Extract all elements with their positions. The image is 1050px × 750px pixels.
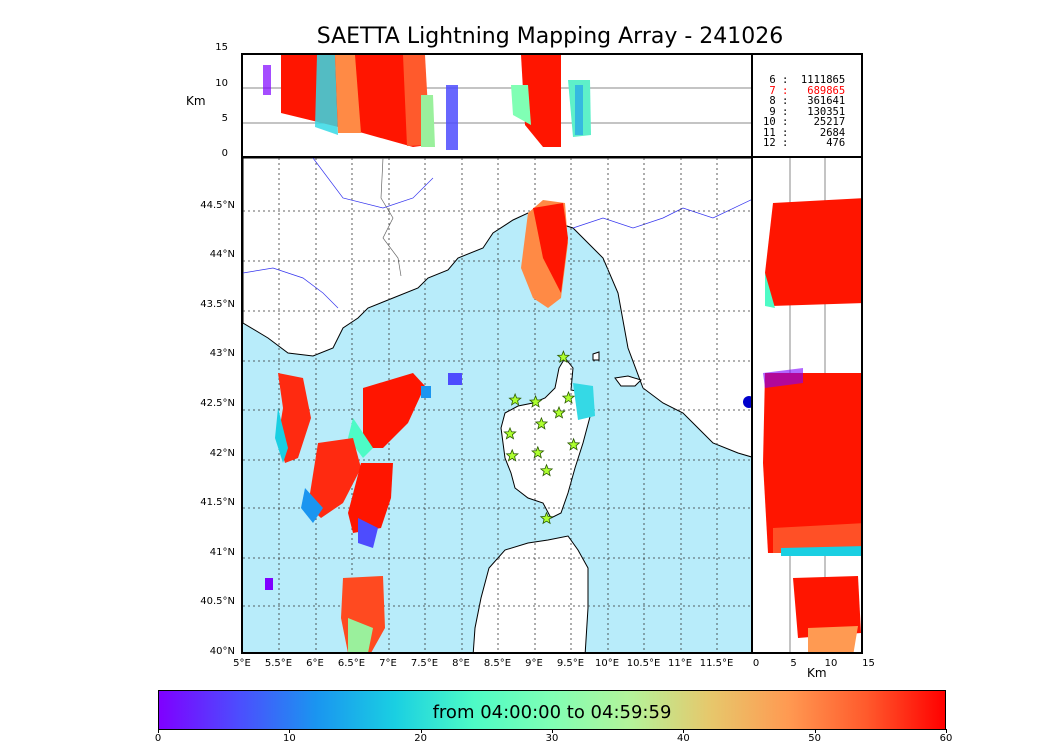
altitude-latitude-plot [763,158,861,652]
lon-tick-label: 11°E [667,658,693,669]
colorbar-tick-mark [289,729,291,733]
mainland-coast [243,158,751,458]
side-flash-sardinia [793,576,861,652]
flash-cluster-west [263,55,458,150]
station-stats-box: 6 : 1111865 7 : 689865 8 : 361641 9 : 13… [751,53,863,158]
lon-tick-label: 8.5°E [483,658,512,669]
lon-tick-label: 10°E [594,658,620,669]
lat-tick-label: 43°N [209,348,235,360]
colorbar-tick-mark [814,729,816,733]
elba-island [614,375,642,387]
colorbar-tick-mark [158,729,159,733]
lat-tick-label: 40°N [209,646,235,657]
map-panel [241,156,753,654]
station-stat-row: 10 : 25217 [763,116,846,128]
lon-tick-label: 9°E [525,658,543,669]
lat-tick-label: 43.5°N [200,298,235,310]
station-stat-row: 12 : 476 [763,137,846,149]
colorbar-tick-mark [946,729,947,733]
side-flash-corsica [763,368,861,556]
altitude-latitude-panel [751,156,863,654]
colorbar-tick-mark [552,729,553,733]
station-stat-row: 9 : 130351 [763,105,846,118]
station-star-icon [552,405,566,419]
station-star-icon [539,463,554,477]
lat-lon-grid [243,158,751,652]
colorbar-tick-label: 60 [939,733,953,744]
lon-tick-label: 7.5°E [410,658,439,669]
lat-tick-label: 41.5°N [200,497,235,509]
top-alt-tick-5: 5 [221,113,228,124]
lon-tick-label: 5°E [233,658,251,669]
sardinia-island [472,535,589,652]
lat-tick-label: 44.5°N [200,199,235,211]
station-stats-list: 6 : 1111865 7 : 689865 8 : 361641 9 : 13… [763,75,845,149]
colorbar-label: from 04:00:00 to 04:59:59 [432,702,672,723]
station-star-icon [528,394,543,408]
lon-tick-label: 9.5°E [556,658,585,669]
colorbar-tick-label: 0 [154,733,162,744]
station-star-icon [505,448,519,462]
capraia-island [592,351,600,361]
colorbar-tick-label: 20 [414,733,428,744]
lon-tick-label: 11.5°E [699,658,734,669]
flash-cluster-east [511,55,591,147]
top-alt-tick-15: 15 [215,42,228,53]
lon-tick-label: 8°E [452,658,470,669]
station-stat-row: 8 : 361641 [763,95,846,107]
colorbar-tick-label: 10 [282,733,296,744]
colorbar-tick-label: 30 [545,733,559,744]
top-alt-tick-10: 10 [215,78,228,89]
lon-tick-label: 10.5°E [626,658,661,669]
sensor-stations [503,350,581,525]
page-title: SAETTA Lightning Mapping Array - 241026 [316,24,784,49]
station-star-icon [539,511,554,525]
colorbar-tick-mark [420,729,422,733]
side-alt-tick-label: 15 [862,658,875,669]
lat-tick-label: 41°N [209,546,235,558]
station-star-icon [566,437,581,451]
lon-tick-label: 7°E [379,658,397,669]
station-star-icon [531,445,545,459]
side-alt-tick-label: 5 [790,658,797,669]
lon-tick-label: 6°E [306,658,324,669]
flash-cluster-east-corsica [573,383,751,420]
station-star-icon [503,426,517,440]
colorbar-tick-label: 50 [808,733,822,744]
map-plot [243,158,751,652]
lat-tick-label: 42°N [209,447,235,459]
station-star-icon [508,392,522,406]
top-alt-tick-0: 0 [221,148,228,159]
station-star-icon [534,416,549,430]
colorbar-tick-mark [683,729,685,733]
time-colorbar: from 04:00:00 to 04:59:59 [158,690,946,730]
altitude-longitude-plot [243,55,755,150]
lon-tick-label: 5.5°E [264,658,293,669]
station-star-icon [561,390,576,404]
lat-tick-label: 40.5°N [200,596,235,608]
lat-tick-label: 42.5°N [200,398,235,409]
station-star-icon [556,350,571,364]
flash-cluster-west-corsica [265,373,462,652]
top-altitude-unit: Km [186,94,206,108]
side-alt-tick-label: 10 [824,658,838,669]
side-flash-ligurian [765,198,861,308]
lat-tick-label: 44°N [209,249,235,261]
side-alt-tick-label: 0 [752,658,760,669]
station-stat-row: 11 : 2684 [763,126,846,139]
lon-tick-label: 6.5°E [337,658,366,669]
colorbar-tick-label: 40 [676,733,690,744]
side-altitude-unit: Km [807,666,827,680]
flash-cluster-ligurian [521,200,568,308]
station-stat-row: 6 : 1111865 [763,74,846,86]
station-stat-row: 7 : 689865 [763,84,846,97]
